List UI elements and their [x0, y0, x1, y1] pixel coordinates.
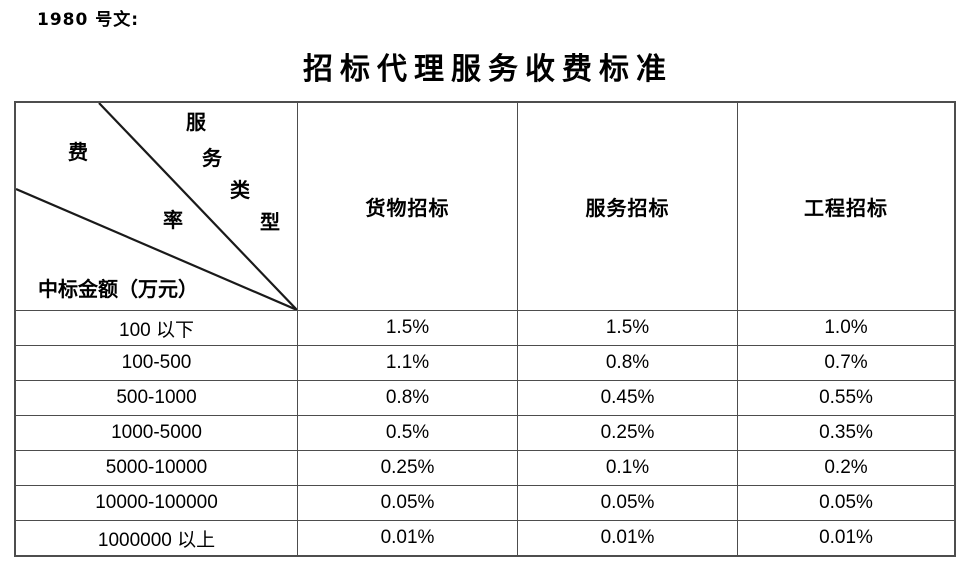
table-row: 1000000 以上 0.01% 0.01% 0.01%: [14, 520, 956, 557]
row-value-goods: 0.01%: [297, 520, 518, 557]
row-value-goods: 1.5%: [297, 310, 518, 346]
page-title: 招标代理服务收费标准: [303, 53, 673, 86]
table-header-row: 服 务 类 型 费 率 中标金额（万元） 货物招标 服务招标 工程招标: [14, 101, 956, 311]
doc-number: 1980 号文:: [37, 10, 140, 30]
row-range-label: 100 以下: [14, 310, 298, 346]
corner-bid-amount-label: 中标金额（万元）: [38, 279, 198, 301]
row-value-goods: 0.8%: [297, 380, 518, 416]
corner-service-type-char-3: 类: [230, 180, 250, 202]
row-value-service: 1.5%: [517, 310, 738, 346]
diagonal-line-upper: [98, 103, 297, 310]
row-value-engineering: 0.7%: [737, 345, 956, 381]
diagonal-lines-graphic: [16, 103, 297, 310]
row-value-engineering: 0.55%: [737, 380, 956, 416]
row-value-service: 0.05%: [517, 485, 738, 521]
table-row: 1000-5000 0.5% 0.25% 0.35%: [14, 415, 956, 451]
table-row: 5000-10000 0.25% 0.1% 0.2%: [14, 450, 956, 486]
row-range-label: 500-1000: [14, 380, 298, 416]
corner-service-type-char-1: 服: [186, 112, 206, 134]
table-row: 100-500 1.1% 0.8% 0.7%: [14, 345, 956, 381]
row-value-engineering: 1.0%: [737, 310, 956, 346]
row-value-engineering: 0.05%: [737, 485, 956, 521]
column-header-service: 服务招标: [517, 101, 738, 311]
row-value-goods: 0.5%: [297, 415, 518, 451]
row-range-label: 100-500: [14, 345, 298, 381]
corner-fee-rate-char-2: 率: [163, 210, 183, 232]
corner-service-type-char-2: 务: [202, 148, 222, 170]
row-value-service: 0.45%: [517, 380, 738, 416]
table-row: 10000-100000 0.05% 0.05% 0.05%: [14, 485, 956, 521]
corner-service-type-char-4: 型: [260, 212, 280, 234]
row-value-service: 0.01%: [517, 520, 738, 557]
row-value-service: 0.8%: [517, 345, 738, 381]
row-range-label: 1000000 以上: [14, 520, 298, 557]
diagonal-corner-cell: 服 务 类 型 费 率 中标金额（万元）: [14, 101, 298, 311]
row-range-label: 5000-10000: [14, 450, 298, 486]
table-row: 500-1000 0.8% 0.45% 0.55%: [14, 380, 956, 416]
column-header-engineering: 工程招标: [737, 101, 956, 311]
row-value-goods: 0.05%: [297, 485, 518, 521]
fee-table: 服 务 类 型 费 率 中标金额（万元） 货物招标 服务招标 工程招标 100 …: [14, 101, 956, 557]
diagonal-corner-content: 服 务 类 型 费 率 中标金额（万元）: [16, 103, 297, 310]
column-header-goods: 货物招标: [297, 101, 518, 311]
row-value-engineering: 0.35%: [737, 415, 956, 451]
row-value-engineering: 0.2%: [737, 450, 956, 486]
row-value-engineering: 0.01%: [737, 520, 956, 557]
row-value-service: 0.1%: [517, 450, 738, 486]
row-range-label: 10000-100000: [14, 485, 298, 521]
row-value-service: 0.25%: [517, 415, 738, 451]
row-range-label: 1000-5000: [14, 415, 298, 451]
row-value-goods: 1.1%: [297, 345, 518, 381]
table-row: 100 以下 1.5% 1.5% 1.0%: [14, 310, 956, 346]
corner-fee-rate-char-1: 费: [68, 142, 88, 164]
row-value-goods: 0.25%: [297, 450, 518, 486]
diagonal-line-lower: [16, 187, 297, 310]
